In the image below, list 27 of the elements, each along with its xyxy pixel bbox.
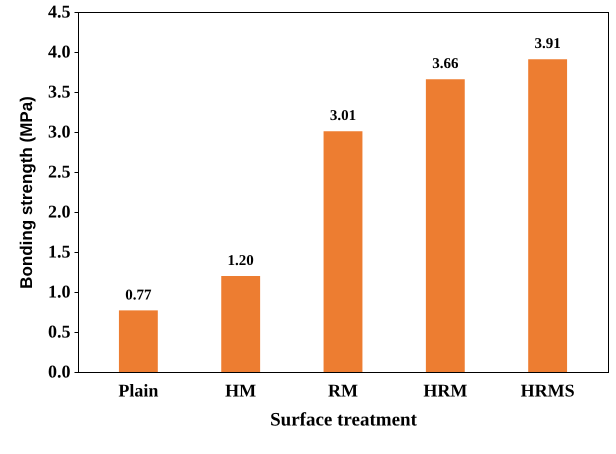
y-tick-label: 2.5 <box>48 162 70 182</box>
y-tick-label: 2.0 <box>48 202 70 222</box>
x-tick-label: HRMS <box>520 380 575 400</box>
x-tick-label: Plain <box>118 380 158 400</box>
data-label: 1.20 <box>228 253 254 269</box>
y-tick-label: 0.0 <box>48 362 70 382</box>
y-tick-label: 4.0 <box>48 42 70 62</box>
x-tick-label: HRM <box>423 380 468 400</box>
data-label: 3.91 <box>534 36 561 52</box>
y-tick-label: 1.5 <box>48 242 70 262</box>
x-axis-title: Surface treatment <box>270 410 418 430</box>
y-tick-label: 3.0 <box>48 122 70 142</box>
y-tick-label: 3.5 <box>48 82 70 102</box>
data-label: 0.77 <box>125 287 152 304</box>
data-label: 3.01 <box>330 108 356 124</box>
y-axis-title: Bonding strength (MPa) <box>17 96 36 289</box>
y-tick-label: 4.5 <box>48 2 70 22</box>
y-tick-label: 1.0 <box>48 282 70 302</box>
x-tick-label: HM <box>225 380 256 400</box>
x-tick-label: RM <box>328 380 358 400</box>
bar <box>118 310 158 372</box>
y-tick-label: 0.5 <box>48 322 70 342</box>
bar <box>528 59 568 372</box>
bar <box>426 79 465 372</box>
bar <box>324 131 362 372</box>
data-label: 3.66 <box>432 56 459 72</box>
bar <box>221 276 260 372</box>
